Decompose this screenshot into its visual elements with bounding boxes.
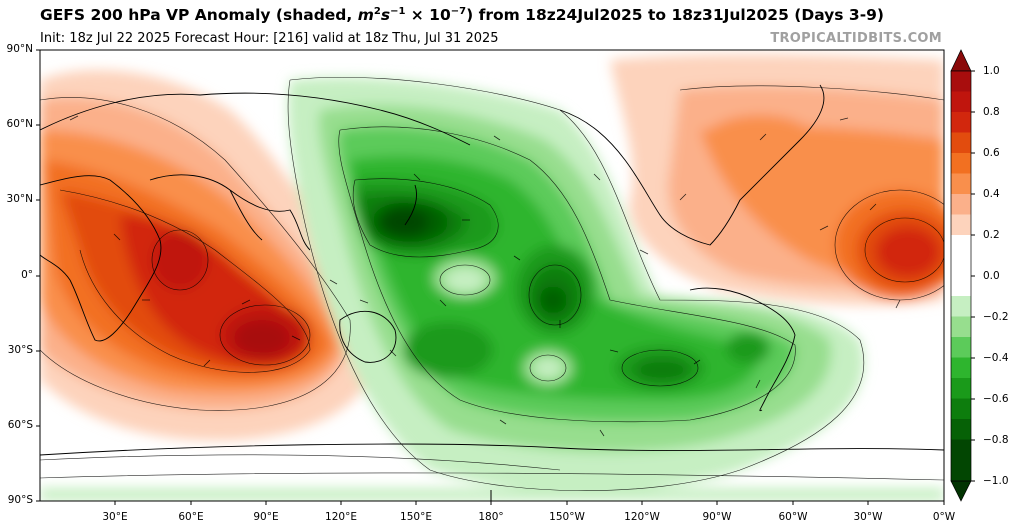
lon-label: 0°W — [932, 511, 956, 523]
colorbar-label: −0.6 — [983, 393, 1009, 405]
colorbar-label: −0.2 — [983, 311, 1009, 323]
lon-label: 60°W — [778, 511, 808, 523]
divergent-wind-vectors — [69, 115, 901, 437]
lon-label: 120°W — [624, 511, 660, 523]
lon-label: 30°W — [853, 511, 883, 523]
lat-label: 60°S — [7, 419, 33, 431]
contour-lines — [40, 77, 944, 491]
coastline-south-america — [689, 287, 796, 412]
lon-label: 60°E — [178, 511, 204, 523]
colorbar-label: −0.8 — [983, 434, 1009, 446]
colorbar — [950, 49, 975, 502]
lon-label: 180° — [478, 511, 504, 523]
lat-ticks — [36, 49, 40, 502]
lat-label: 30°S — [7, 344, 33, 356]
colorbar-label: 0.0 — [983, 270, 1000, 282]
lat-label: 90°S — [7, 494, 33, 506]
coastline-japan — [404, 184, 417, 226]
lon-label: 150°E — [400, 511, 432, 523]
colorbar-label: 0.2 — [983, 229, 1000, 241]
colorbar-label: 0.6 — [983, 147, 1000, 159]
colorbar-min-triangle — [950, 480, 972, 502]
lat-label: 60°N — [6, 118, 33, 130]
coastline-australia — [339, 310, 397, 363]
coastline-north-america — [559, 84, 825, 246]
lon-label: 90°E — [253, 511, 279, 523]
map-title: GEFS 200 hPa VP Anomaly (shaded, m2s−1 ×… — [40, 6, 884, 25]
lon-label: 90°W — [702, 511, 732, 523]
lat-label: 90°N — [6, 43, 33, 55]
lat-label: 30°N — [6, 193, 33, 205]
colorbar-label: 0.4 — [983, 188, 1000, 200]
lon-label: 30°E — [102, 511, 128, 523]
colorbar-label: 0.8 — [983, 106, 1000, 118]
colorbar-label: −0.4 — [983, 352, 1009, 364]
colorbar-label: −1.0 — [983, 475, 1009, 487]
lat-label: 0° — [21, 269, 33, 281]
lon-ticks — [114, 501, 945, 505]
coastline-eurasia — [40, 92, 471, 251]
coastline-africa — [40, 175, 162, 342]
colorbar-max-triangle — [950, 49, 972, 72]
colorbar-label: 1.0 — [983, 65, 1000, 77]
source-credit: TROPICALTIDBITS.COM — [770, 31, 942, 46]
lon-label: 120°E — [325, 511, 357, 523]
coastlines — [40, 84, 944, 456]
coastline-antarctica — [40, 443, 944, 456]
lon-label: 150°W — [549, 511, 585, 523]
anomaly-field — [40, 50, 944, 501]
map-subtitle: Init: 18z Jul 22 2025 Forecast Hour: [21… — [40, 31, 499, 46]
